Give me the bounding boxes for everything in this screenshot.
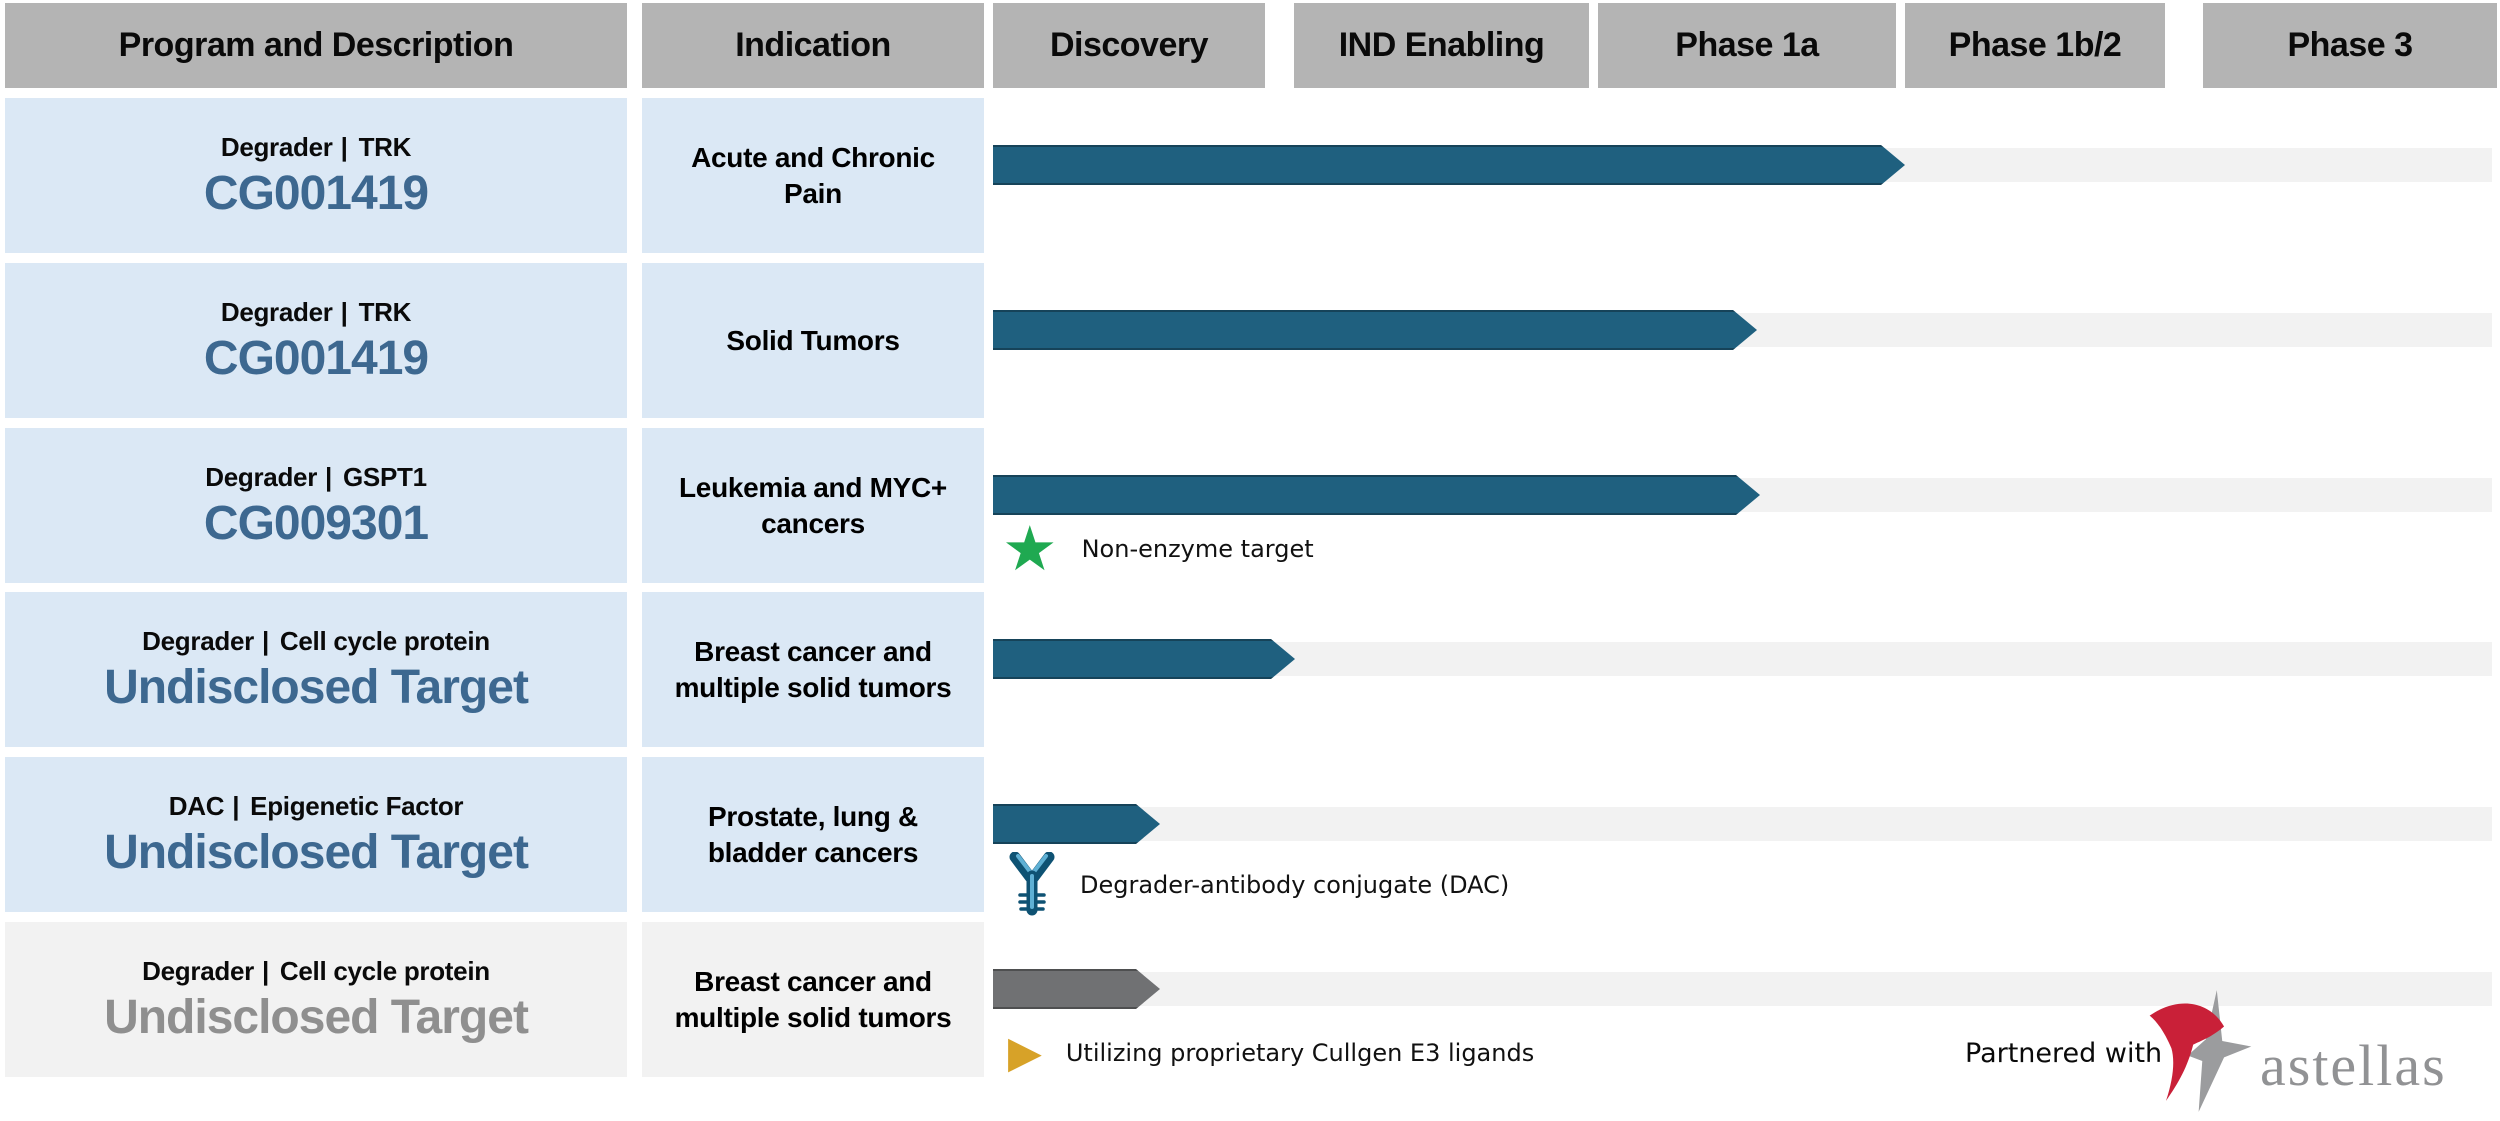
program-cell: Degrader | GSPT1 CG009301 [5, 428, 627, 583]
program-name: CG001419 [203, 166, 429, 220]
stage-track [993, 807, 2492, 841]
partnered-with-label: Partnered with [1965, 1038, 2163, 1069]
legend-e3-label: Utilizing proprietary Cullgen E3 ligands [1065, 1039, 1535, 1067]
indication-cell: Solid Tumors [642, 263, 984, 418]
program-cell: Degrader | TRK CG001419 [5, 263, 627, 418]
program-target: Epigenetic Factor [250, 790, 464, 821]
header-indication: Indication [642, 3, 984, 88]
pipeline-row-dac-undisclosed: DAC | Epigenetic Factor Undisclosed Target… [0, 757, 2500, 912]
program-target: GSPT1 [343, 461, 427, 492]
program-target: Cell cycle protein [279, 955, 490, 986]
header-ind-enabling: IND Enabling [1294, 3, 1589, 88]
program-target: Cell cycle protein [279, 625, 490, 656]
progress-arrow [993, 804, 1160, 844]
program-name: Undisclosed Target [104, 660, 529, 714]
legend-dac: Degrader-antibody conjugate (DAC) [1008, 845, 1509, 925]
progress-arrow [993, 475, 1760, 515]
program-modality: DAC [168, 790, 225, 821]
indication-cell: Breast cancer and multiple solid tumors [642, 592, 984, 747]
pipe-divider: | [261, 955, 269, 986]
pipeline-row-cg001419-solid: Degrader | TRK CG001419 Solid Tumors [0, 263, 2500, 418]
program-cell: Degrader | Cell cycle protein Undisclosed … [5, 592, 627, 747]
progress-arrow [993, 969, 1160, 1009]
indication-cell: Breast cancer and multiple solid tumors [642, 922, 984, 1077]
indication-cell: Leukemia and MYC+ cancers [642, 428, 984, 583]
astellas-logo-text: astellas [2260, 1033, 2447, 1098]
program-target: TRK [358, 296, 412, 327]
progress-arrow [993, 145, 1905, 185]
header-program: Program and Description [5, 3, 627, 88]
program-modality: Degrader [142, 955, 254, 986]
header-phase-1a: Phase 1a [1598, 3, 1896, 88]
program-modality: Degrader [220, 131, 333, 162]
program-cell: DAC | Epigenetic Factor Undisclosed Target [5, 757, 627, 912]
pipe-divider: | [261, 625, 269, 656]
program-name: Undisclosed Target [104, 990, 529, 1044]
program-name: Undisclosed Target [104, 825, 529, 879]
program-type: Degrader | TRK [220, 131, 412, 163]
pipeline-row-undisclosed-breast: Degrader | Cell cycle protein Undisclosed … [0, 592, 2500, 747]
legend-non-enzyme-label: Non-enzyme target [1081, 535, 1314, 563]
stage-track [993, 972, 2492, 1006]
star-icon: ★ [1002, 512, 1058, 585]
pipe-divider: | [325, 461, 332, 492]
header-phase-1b2: Phase 1b/2 [1905, 3, 2165, 88]
program-type: Degrader | TRK [220, 296, 412, 328]
legend-dac-label: Degrader-antibody conjugate (DAC) [1080, 871, 1510, 899]
program-name: CG001419 [203, 331, 429, 385]
program-modality: Degrader [142, 625, 254, 656]
progress-arrow [993, 310, 1757, 350]
indication-cell: Prostate, lung & bladder cancers [642, 757, 984, 912]
triangle-icon: ▶ [1008, 1027, 1042, 1078]
program-target: TRK [358, 131, 412, 162]
progress-arrow [993, 639, 1295, 679]
astellas-star-icon [2149, 990, 2252, 1112]
header-phase-3: Phase 3 [2203, 3, 2497, 88]
program-name: CG009301 [203, 496, 429, 550]
program-modality: Degrader [220, 296, 333, 327]
indication-cell: Acute and Chronic Pain [642, 98, 984, 253]
pipe-divider: | [340, 296, 348, 327]
program-cell: Degrader | Cell cycle protein Undisclosed … [5, 922, 627, 1077]
legend-e3-ligands: ▶ Utilizing proprietary Cullgen E3 ligan… [1008, 1018, 1534, 1088]
program-type: DAC | Epigenetic Factor [168, 790, 464, 822]
pipeline-row-partnered-undisclosed: Degrader | Cell cycle protein Undisclosed … [0, 922, 2500, 1077]
program-cell: Degrader | TRK CG001419 [5, 98, 627, 253]
program-type: Degrader | Cell cycle protein [142, 956, 490, 987]
pipe-divider: | [232, 790, 240, 821]
program-modality: Degrader [205, 461, 318, 492]
program-type: Degrader | Cell cycle protein [142, 626, 490, 657]
program-type: Degrader | GSPT1 [205, 462, 427, 493]
pipeline-row-cg001419-pain: Degrader | TRK CG001419 Acute and Chronic … [0, 98, 2500, 253]
pipeline-row-cg009301: Degrader | GSPT1 CG009301 Leukemia and MYC… [0, 428, 2500, 583]
legend-non-enzyme: ★ Non-enzyme target [1002, 514, 1314, 584]
antibody-icon [1009, 852, 1055, 916]
pipe-divider: | [340, 131, 348, 162]
header-discovery: Discovery [993, 3, 1265, 88]
